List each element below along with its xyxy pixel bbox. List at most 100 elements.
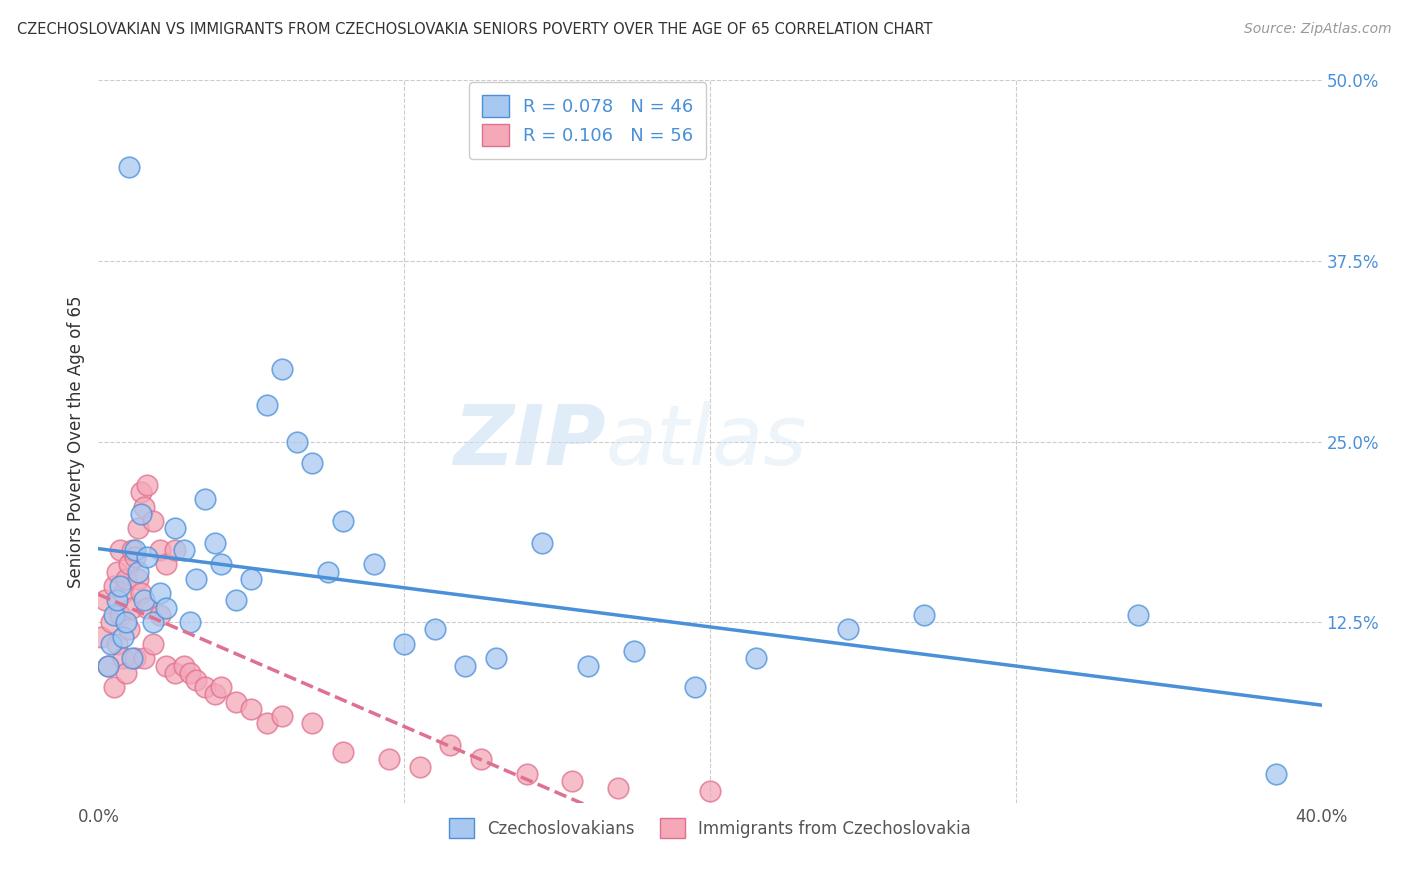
Point	[194, 680, 217, 694]
Point	[225, 695, 247, 709]
Text: atlas: atlas	[606, 401, 807, 482]
Point	[134, 593, 156, 607]
Point	[90, 630, 112, 644]
Point	[155, 658, 177, 673]
Point	[111, 586, 134, 600]
Point	[108, 542, 131, 557]
Point	[204, 535, 226, 549]
Point	[530, 535, 553, 549]
Point	[93, 593, 115, 607]
Point	[118, 160, 141, 174]
Point	[683, 680, 706, 694]
Point	[103, 680, 125, 694]
Point	[115, 572, 138, 586]
Point	[209, 558, 232, 572]
Point	[124, 550, 146, 565]
Point	[256, 716, 278, 731]
Point	[194, 492, 217, 507]
Point	[173, 542, 195, 557]
Point	[576, 658, 599, 673]
Point	[186, 673, 208, 687]
Point	[623, 644, 645, 658]
Point	[142, 514, 165, 528]
Point	[256, 398, 278, 412]
Point	[124, 542, 146, 557]
Text: ZIP: ZIP	[453, 401, 606, 482]
Point	[332, 514, 354, 528]
Point	[1128, 607, 1150, 622]
Point	[163, 521, 186, 535]
Point	[127, 521, 149, 535]
Point	[270, 709, 292, 723]
Point	[136, 550, 159, 565]
Point	[149, 607, 172, 622]
Point	[129, 485, 152, 500]
Point	[423, 623, 446, 637]
Point	[103, 579, 125, 593]
Point	[129, 507, 152, 521]
Point	[149, 542, 172, 557]
Point	[270, 362, 292, 376]
Point	[699, 784, 721, 798]
Point	[225, 593, 247, 607]
Point	[142, 615, 165, 630]
Point	[173, 658, 195, 673]
Point	[134, 651, 156, 665]
Point	[118, 558, 141, 572]
Point	[105, 593, 128, 607]
Point	[100, 637, 122, 651]
Point	[316, 565, 339, 579]
Point	[115, 615, 138, 630]
Point	[912, 607, 935, 622]
Point	[485, 651, 508, 665]
Point	[179, 615, 201, 630]
Point	[121, 600, 143, 615]
Point	[149, 586, 172, 600]
Point	[100, 615, 122, 630]
Point	[155, 558, 177, 572]
Point	[209, 680, 232, 694]
Point	[561, 774, 583, 789]
Point	[124, 651, 146, 665]
Point	[392, 637, 416, 651]
Point	[103, 607, 125, 622]
Point	[470, 752, 492, 766]
Point	[97, 658, 120, 673]
Point	[127, 572, 149, 586]
Point	[607, 781, 630, 796]
Point	[301, 716, 323, 731]
Point	[837, 623, 859, 637]
Point	[127, 565, 149, 579]
Point	[121, 542, 143, 557]
Point	[129, 586, 152, 600]
Point	[97, 658, 120, 673]
Point	[136, 600, 159, 615]
Point	[204, 687, 226, 701]
Point	[111, 630, 134, 644]
Y-axis label: Seniors Poverty Over the Age of 65: Seniors Poverty Over the Age of 65	[66, 295, 84, 588]
Point	[1264, 767, 1286, 781]
Point	[454, 658, 477, 673]
Point	[142, 637, 165, 651]
Point	[155, 600, 177, 615]
Point	[121, 651, 143, 665]
Legend: Czechoslovakians, Immigrants from Czechoslovakia: Czechoslovakians, Immigrants from Czecho…	[443, 812, 977, 845]
Point	[136, 478, 159, 492]
Point	[186, 572, 208, 586]
Point	[134, 500, 156, 514]
Point	[408, 760, 430, 774]
Point	[108, 579, 131, 593]
Point	[363, 558, 385, 572]
Point	[118, 623, 141, 637]
Point	[439, 738, 461, 752]
Point	[111, 651, 134, 665]
Point	[179, 665, 201, 680]
Point	[240, 702, 263, 716]
Point	[378, 752, 401, 766]
Text: CZECHOSLOVAKIAN VS IMMIGRANTS FROM CZECHOSLOVAKIA SENIORS POVERTY OVER THE AGE O: CZECHOSLOVAKIAN VS IMMIGRANTS FROM CZECH…	[17, 22, 932, 37]
Point	[745, 651, 768, 665]
Point	[332, 745, 354, 759]
Point	[108, 607, 131, 622]
Point	[163, 665, 186, 680]
Point	[115, 665, 138, 680]
